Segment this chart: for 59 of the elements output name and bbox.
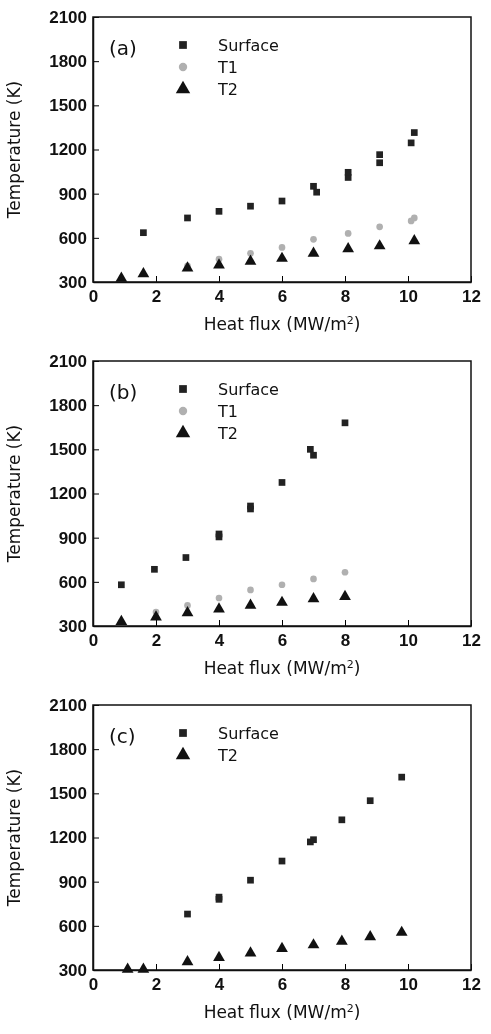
y-tick-label: 1200 <box>49 140 87 160</box>
x-tick-label: 0 <box>88 287 99 307</box>
x-tick-label: 4 <box>214 631 225 651</box>
x-tick-label: 4 <box>214 975 225 995</box>
x-tick-label: 2 <box>151 631 162 651</box>
x-axis-title: Heat flux (MW/m$^{2}$) <box>203 313 361 334</box>
x-tick-label: 2 <box>151 975 162 995</box>
y-tick-label: 300 <box>58 272 87 292</box>
legend-label: Surface <box>218 36 279 55</box>
legend-label: Surface <box>218 724 279 743</box>
y-tick-label: 1500 <box>49 784 87 804</box>
x-tick-label: 2 <box>151 287 162 307</box>
x-axis-title: Heat flux (MW/m$^{2}$) <box>203 1001 361 1022</box>
x-axis-title: Heat flux (MW/m$^{2}$) <box>203 657 361 678</box>
y-tick-label: 1800 <box>49 740 87 760</box>
x-tick-label: 8 <box>340 631 351 651</box>
y-tick-label: 1500 <box>49 440 87 460</box>
x-tick-label: 12 <box>462 975 481 995</box>
legend-label: Surface <box>218 380 279 399</box>
y-axis-title: Temperature (K) <box>4 424 24 564</box>
x-tick-label: 6 <box>277 287 288 307</box>
legend-label: T1 <box>217 58 238 77</box>
y-tick-label: 600 <box>58 228 87 248</box>
y-tick-label: 1800 <box>49 396 87 416</box>
x-tick-label: 6 <box>277 975 288 995</box>
y-axis-title: Temperature (K) <box>4 80 24 220</box>
y-tick-label: 1800 <box>49 52 87 72</box>
legend-label: T2 <box>217 80 238 99</box>
y-tick-label: 600 <box>58 572 87 592</box>
annotation: (c) <box>109 724 136 748</box>
legend-label: T2 <box>217 424 238 443</box>
y-tick-label: 1500 <box>49 96 87 116</box>
y-tick-label: 1200 <box>49 484 87 504</box>
x-tick-label: 6 <box>277 631 288 651</box>
x-tick-label: 12 <box>462 631 481 651</box>
x-tick-label: 10 <box>399 287 418 307</box>
y-axis-title: Temperature (K) <box>4 768 24 908</box>
x-tick-label: 12 <box>462 287 481 307</box>
y-tick-label: 900 <box>58 528 87 548</box>
x-tick-label: 4 <box>214 287 225 307</box>
y-tick-label: 900 <box>58 184 87 204</box>
x-tick-label: 0 <box>88 975 99 995</box>
x-tick-label: 10 <box>399 631 418 651</box>
x-tick-label: 8 <box>340 287 351 307</box>
y-tick-label: 900 <box>58 872 87 892</box>
y-tick-label: 600 <box>58 916 87 936</box>
annotation: (a) <box>109 36 137 60</box>
y-tick-label: 2100 <box>49 695 87 715</box>
y-tick-label: 1200 <box>49 828 87 848</box>
legend-label: T2 <box>217 746 238 765</box>
y-tick-label: 300 <box>58 616 87 636</box>
x-tick-label: 10 <box>399 975 418 995</box>
annotation: (b) <box>109 380 138 404</box>
y-tick-label: 2100 <box>49 7 87 27</box>
x-tick-label: 8 <box>340 975 351 995</box>
legend-label: T1 <box>217 402 238 421</box>
y-tick-label: 300 <box>58 960 87 980</box>
y-tick-label: 2100 <box>49 351 87 371</box>
x-tick-label: 0 <box>88 631 99 651</box>
